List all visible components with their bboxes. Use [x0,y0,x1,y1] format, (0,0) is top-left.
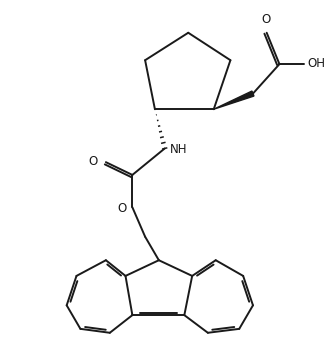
Text: O: O [261,13,270,26]
Polygon shape [214,91,254,109]
Text: O: O [89,155,98,168]
Text: O: O [117,202,127,215]
Text: NH: NH [170,143,187,156]
Text: OH: OH [308,57,326,70]
